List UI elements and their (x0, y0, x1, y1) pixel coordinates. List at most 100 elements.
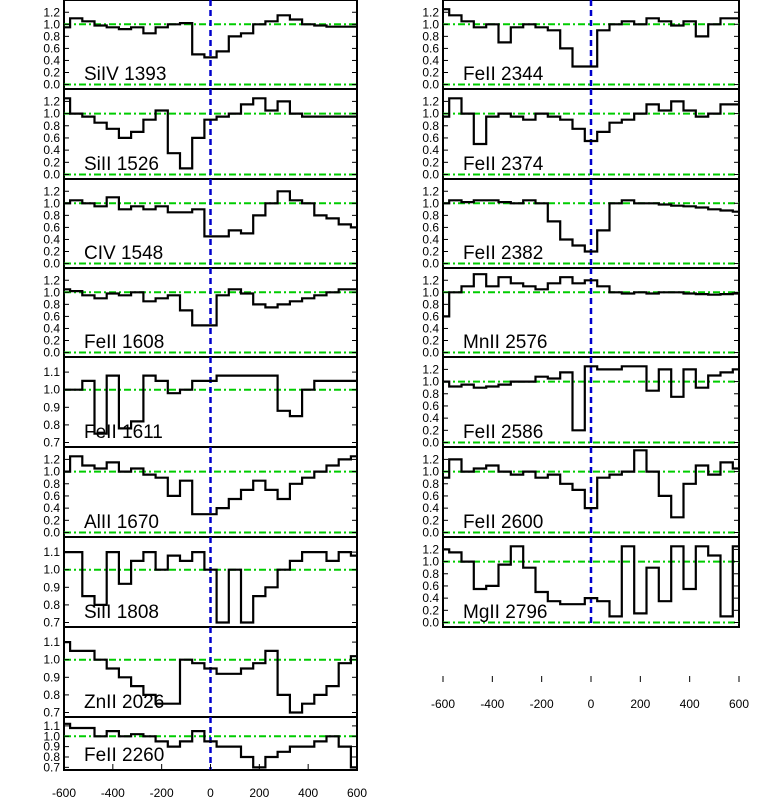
panel-1: 1.21.00.80.60.40.20.0 SiII 1526 (43, 88, 358, 182)
y-tick-label: 1.2 (422, 452, 439, 466)
y-tick-label: 1.2 (43, 273, 60, 287)
x-tick-label: -200 (530, 697, 554, 711)
y-tick-label: 0.6 (422, 309, 439, 323)
panel-14: 1.21.00.80.60.40.20.0 FeII 2600 (422, 446, 740, 540)
y-tick-label: 1.2 (43, 5, 60, 19)
y-tick-label: 0.2 (422, 513, 439, 527)
y-tick-label: 1.0 (422, 555, 439, 569)
y-tick-label: 0.8 (43, 418, 60, 432)
ion-label: FeII 2260 (84, 745, 164, 766)
panel-12: 1.21.00.80.60.40.20.0 MnII 2576 (422, 267, 740, 360)
ion-label: CIV 1548 (84, 243, 163, 264)
y-tick-label: 0.8 (422, 387, 439, 401)
ion-label: MgII 2796 (463, 602, 548, 623)
y-tick-label: 1.0 (422, 107, 439, 121)
y-tick-label: 1.0 (43, 383, 60, 397)
spectrum-line (64, 455, 357, 516)
spectrum-line (443, 365, 739, 432)
panel-6: 1.1 1.0 0.9 0.8 0.7 SiII 1808 (43, 536, 358, 630)
y-tick-label: 0.4 (422, 501, 439, 515)
y-tick-label: 1.2 (43, 94, 60, 108)
y-tick-label: 0.0 (422, 346, 439, 360)
y-tick-label: 1.2 (422, 94, 439, 108)
y-tick-label: 0.4 (43, 501, 60, 515)
y-tick-label: 0.6 (422, 399, 439, 413)
spectrum-line (443, 449, 739, 519)
y-tick-label: 1.0 (422, 196, 439, 210)
y-tick-label: 0.2 (43, 245, 60, 259)
ion-label: SiIV 1393 (84, 64, 166, 85)
y-tick-label: 0.9 (43, 580, 60, 594)
ion-label: FeII 2344 (463, 64, 544, 85)
y-tick-label: 0.9 (43, 400, 60, 414)
y-tick-label: 0.7 (43, 706, 60, 720)
spectrum-line (64, 97, 357, 170)
spectrum-line (64, 14, 357, 59)
y-tick-label: 0.9 (43, 670, 60, 684)
spectrum-line (443, 97, 739, 146)
panel-5: 1.21.00.80.60.40.20.0 AlII 1670 (43, 446, 358, 540)
x-tick-label: -200 (150, 786, 174, 800)
y-tick-label: 0.0 (422, 257, 439, 271)
panel-9: 1.21.00.80.60.40.20.0 FeII 2344 (422, 0, 740, 92)
y-tick-label: 0.4 (422, 321, 439, 335)
spectrum-line (64, 288, 357, 327)
x-tick-label: 200 (249, 786, 269, 800)
y-tick-label: 1.2 (43, 184, 60, 198)
spectrum-line (443, 273, 739, 318)
y-tick-label: 0.6 (422, 579, 439, 593)
y-tick-label: 1.1 (43, 719, 60, 733)
ion-label: SiII 1526 (84, 154, 159, 175)
spectrum-line (64, 722, 357, 769)
y-tick-label: 0.2 (422, 334, 439, 348)
spectrum-line (64, 640, 357, 714)
y-tick-label: 0.8 (422, 29, 439, 43)
y-tick-label: 1.0 (43, 653, 60, 667)
y-tick-label: 0.4 (422, 411, 439, 425)
y-tick-label: 0.2 (422, 245, 439, 259)
panel-7: 1.1 1.0 0.9 0.8 0.7 ZnII 2026 (43, 626, 358, 720)
x-tick-label: -600 (52, 786, 76, 800)
panel-4: 1.1 1.0 0.9 0.8 0.7 FeII 1611 (43, 356, 358, 450)
y-tick-label: 1.0 (422, 375, 439, 389)
y-tick-label: 0.9 (43, 740, 60, 754)
y-tick-label: 0.0 (422, 78, 439, 92)
ion-label: FeII 1611 (84, 422, 163, 443)
x-tick-label: -400 (101, 786, 125, 800)
y-tick-label: 1.0 (43, 729, 60, 743)
y-tick-label: 1.0 (422, 285, 439, 299)
x-axis: -600 -400 -200 0 200 400 600 (52, 764, 367, 800)
x-tick-label: 0 (207, 786, 214, 800)
x-tick-label: 200 (630, 697, 650, 711)
ion-label: FeII 2600 (463, 512, 543, 533)
y-tick-label: 0.4 (422, 591, 439, 605)
y-tick-label: 0.0 (43, 346, 60, 360)
y-tick-label: 1.0 (43, 285, 60, 299)
panel-2: 1.21.00.80.60.40.20.0 CIV 1548 (43, 178, 358, 271)
y-tick-label: 1.0 (43, 17, 60, 31)
y-tick-label: 1.2 (422, 5, 439, 19)
y-tick-label: 0.0 (43, 78, 60, 92)
ion-label: AlII 1670 (84, 512, 159, 533)
y-tick-label: 0.4 (422, 232, 439, 246)
y-tick-label: 1.0 (43, 563, 60, 577)
y-tick-label: 1.2 (422, 542, 439, 556)
y-tick-label: 0.2 (422, 423, 439, 437)
panel-10: 1.21.00.80.60.40.20.0 FeII 2374 (422, 88, 740, 182)
y-tick-label: 0.6 (422, 220, 439, 234)
y-tick-label: 1.0 (43, 196, 60, 210)
y-tick-label: 0.4 (43, 53, 60, 67)
y-tick-label: 0.6 (422, 41, 439, 55)
spectrum-line (64, 190, 357, 238)
y-tick-label: 0.4 (422, 53, 439, 67)
x-tick-label: 400 (298, 786, 318, 800)
y-tick-label: 0.6 (43, 489, 60, 503)
y-tick-label: 1.2 (422, 362, 439, 376)
ion-label: ZnII 2026 (84, 692, 164, 713)
y-tick-label: 0.0 (43, 526, 60, 540)
ion-label: FeII 1608 (84, 332, 164, 353)
y-tick-label: 0.0 (422, 526, 439, 540)
y-tick-label: 1.0 (422, 17, 439, 31)
y-tick-label: 0.7 (43, 436, 60, 450)
